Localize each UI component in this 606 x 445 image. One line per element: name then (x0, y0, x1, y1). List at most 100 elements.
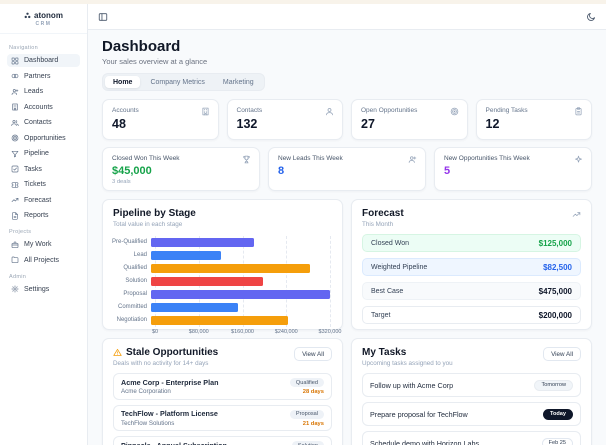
sidebar-item-label: Partners (24, 72, 51, 80)
kpi-label: Contacts (236, 107, 263, 115)
sidebar-item-accounts[interactable]: Accounts (7, 101, 80, 114)
sidebar-item-tickets[interactable]: Tickets (7, 178, 80, 191)
my-tasks-panel: My Tasks Upcoming tasks assigned to you … (351, 338, 592, 445)
page-subtitle: Your sales overview at a glance (102, 57, 208, 67)
chart-bar-row-qualified: Qualified (107, 262, 334, 274)
kpi-value: 27 (361, 117, 375, 132)
theme-toggle-moon-icon[interactable] (586, 12, 596, 22)
sidebar-toggle-icon[interactable] (98, 12, 108, 22)
stale-title: Stale Opportunities (126, 347, 219, 359)
sidebar-item-label: Contacts (24, 119, 52, 126)
forecast-rows: Closed Won $125,000 Weighted Pipeline $82,5… (352, 232, 591, 325)
chart-bar-row-committed: Committed (107, 301, 334, 313)
stage-badge: Solution (291, 441, 324, 445)
task-row[interactable]: Schedule demo with Horizon Labs Feb 25 (362, 431, 581, 445)
stale-subtitle: Deals with no activity for 14+ days (113, 360, 209, 368)
tab-marketing[interactable]: Marketing (222, 78, 254, 86)
sidebar-item-forecast[interactable]: Forecast (7, 194, 80, 207)
ticket-icon (11, 181, 19, 188)
opportunity-name: Acme Corp - Enterprise Plan (121, 377, 219, 387)
pipeline-chart: Pre-Qualified Lead Qualified Solution Propos… (107, 236, 341, 338)
stale-opportunity-row[interactable]: Acme Corp - Enterprise Plan Acme Corporat… (113, 373, 332, 400)
chart-bar (151, 237, 255, 247)
forecast-row-value: $475,000 (538, 286, 572, 296)
task-row[interactable]: Follow up with Acme Corp Tomorrow (362, 373, 581, 398)
sidebar-item-tasks[interactable]: Tasks (7, 163, 80, 176)
kpi-card-open-opportunities: Open Opportunities 27 (351, 99, 468, 141)
sidebar-item-label: My Work (24, 241, 52, 248)
tab-home[interactable]: Home (105, 76, 141, 89)
due-badge: Tomorrow (534, 379, 573, 391)
forecast-row-label: Closed Won (371, 239, 410, 247)
sidebar-item-opportunities[interactable]: Opportunities (7, 132, 80, 145)
chart-bar (151, 315, 289, 325)
contacts-icon (11, 119, 19, 126)
sidebar-item-label: Tasks (24, 165, 42, 173)
nav-section-label: Navigation (9, 45, 38, 51)
chart-bar-row-negotiation: Negotiation (107, 314, 334, 326)
app-logo: atonom CRM (0, 4, 87, 34)
logo-icon (24, 12, 31, 19)
chart-category-label: Committed (117, 304, 147, 311)
nav-section-label: Admin (9, 273, 27, 280)
sidebar-item-dashboard[interactable]: Dashboard (7, 54, 80, 67)
forecast-title: Forecast (362, 208, 404, 220)
forecast-row-label: Best Case (371, 287, 404, 295)
chart-category-label: Proposal (123, 291, 147, 298)
forecast-row-value: $200,000 (538, 310, 572, 320)
sidebar-item-label: Leads (24, 88, 44, 95)
stat-card-new-opportunities-this-week: New Opportunities This Week 5 (434, 147, 592, 192)
sidebar-item-leads[interactable]: Leads (7, 85, 80, 98)
chart-category-label: Negotiation (116, 317, 147, 324)
opportunity-company: TechFlow Solutions (121, 419, 175, 427)
chart-x-tick: $160,000 (231, 329, 254, 336)
chart-bar-row-pre-qualified: Pre-Qualified (107, 236, 334, 248)
pipeline-chart-subtitle: Total value in each stage (113, 221, 183, 229)
tab-company-metrics[interactable]: Company Metrics (150, 78, 205, 86)
sidebar-item-label: Settings (24, 285, 50, 293)
kpi-card-contacts: Contacts 132 (226, 99, 343, 141)
sidebar-item-settings[interactable]: Settings (7, 283, 80, 296)
stat-value: 5 (444, 165, 451, 178)
forecast-row-target: Target $200,000 (362, 306, 581, 325)
stale-view-all-button[interactable]: View All (294, 347, 332, 362)
sidebar-item-all-projects[interactable]: All Projects (7, 254, 80, 267)
sidebar-item-contacts[interactable]: Contacts (7, 116, 80, 129)
sidebar-item-my-work[interactable]: My Work (7, 238, 80, 251)
pipeline-chart-title: Pipeline by Stage (113, 208, 196, 220)
kpi-card-accounts: Accounts 48 (102, 99, 219, 141)
task-row[interactable]: Prepare proposal for TechFlow Today (362, 402, 581, 427)
tasks-icon (11, 165, 19, 173)
forecast-row-label: Weighted Pipeline (371, 263, 428, 271)
kpi-value: 48 (112, 117, 126, 132)
nav-section-label: Projects (9, 229, 32, 235)
chart-rows: Pre-Qualified Lead Qualified Solution Propos… (107, 236, 334, 326)
pipeline-icon (11, 150, 19, 157)
weekly-stats-row: Closed Won This Week $45,000 3 deals New Le… (102, 147, 592, 192)
days-stale: 21 days (302, 420, 324, 427)
stat-card-new-leads-this-week: New Leads This Week 8 (268, 147, 426, 192)
due-badge: Feb 25 (541, 437, 573, 445)
sidebar-item-partners[interactable]: Partners (7, 70, 80, 83)
stat-label: New Leads This Week (278, 155, 343, 163)
building-icon (202, 108, 208, 116)
sidebar-item-pipeline[interactable]: Pipeline (7, 147, 80, 160)
sidebar-item-label: Forecast (24, 196, 52, 204)
stat-label: New Opportunities This Week (444, 155, 530, 163)
stale-opportunities-list: Acme Corp - Enterprise Plan Acme Corporat… (103, 371, 342, 445)
stale-opportunity-row[interactable]: Pinnacle - Annual SubscriptionPinnacle I… (113, 436, 332, 445)
clipboard-icon (575, 107, 582, 116)
chart-category-label: Qualified (123, 265, 147, 272)
kpi-label: Accounts (112, 107, 139, 115)
forecast-row-weighted-pipeline: Weighted Pipeline $82,500 (362, 258, 581, 277)
stale-opportunity-row[interactable]: TechFlow - Platform License TechFlow Solu… (113, 404, 332, 432)
kpi-label: Open Opportunities (361, 107, 418, 115)
stat-card-closed-won-this-week: Closed Won This Week $45,000 3 deals (102, 147, 260, 192)
sidebar-item-reports[interactable]: Reports (7, 209, 80, 222)
trophy-icon (243, 156, 250, 164)
chart-bar (151, 250, 221, 260)
stat-subtext: 3 deals (112, 179, 131, 186)
trending-up-icon (572, 212, 581, 217)
dashboard-tabs: Home Company Metrics Marketing (102, 73, 265, 92)
tasks-view-all-button[interactable]: View All (543, 347, 581, 362)
